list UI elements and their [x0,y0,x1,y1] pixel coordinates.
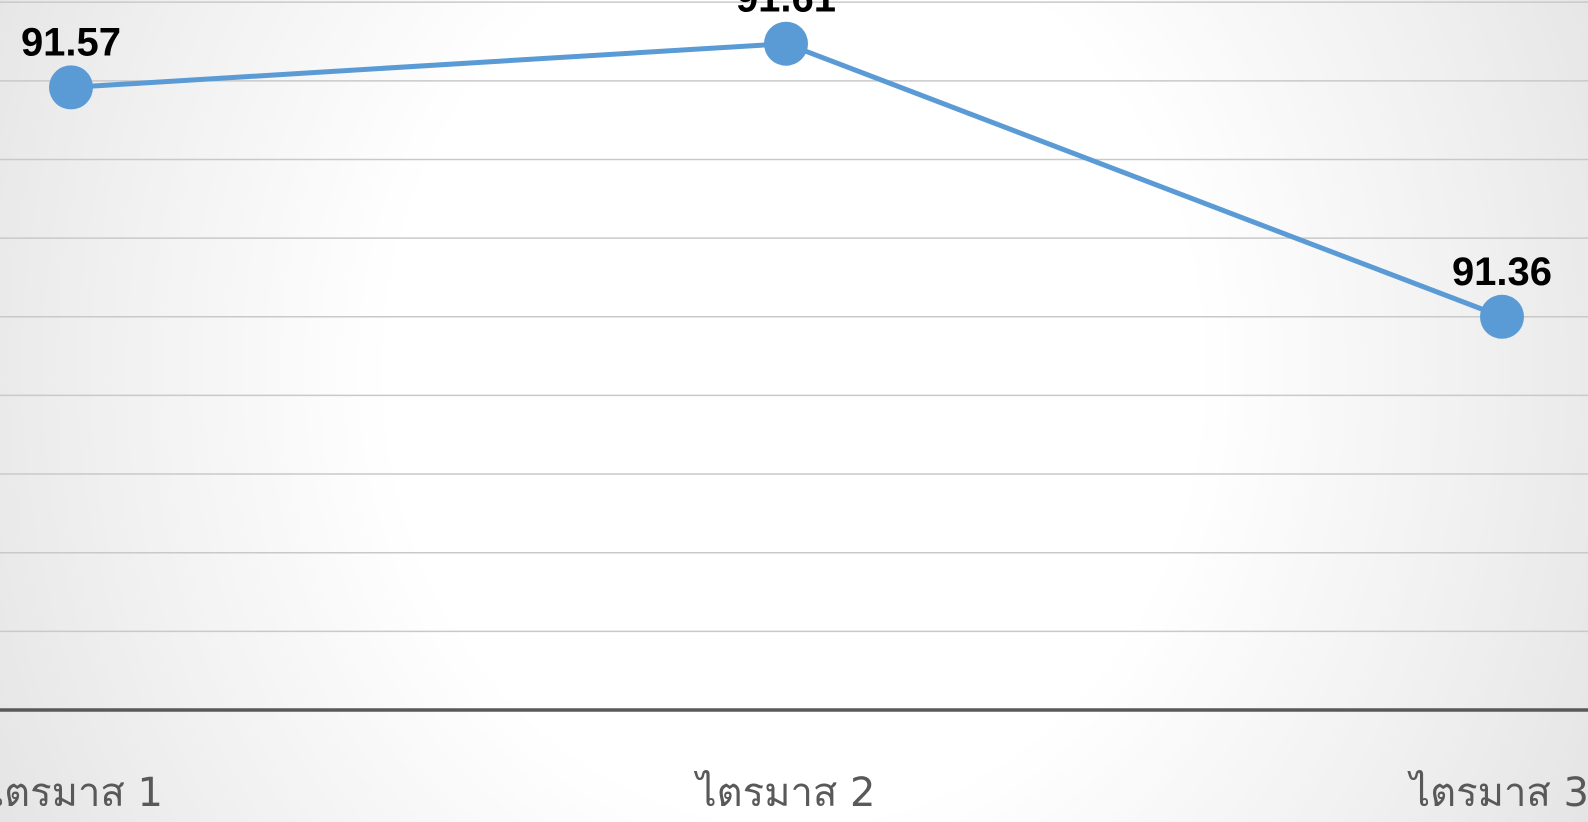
series-group [49,21,1524,339]
data-point-marker [49,65,93,110]
series-line [70,41,1503,320]
x-tick-label: ไตรมาส 2 [694,770,876,816]
x-tick-label: ไตรมาส 3 [1407,770,1588,816]
data-label: 91.61 [736,0,836,21]
x-tick-label: ไตรมาส 1 [0,770,163,816]
data-label: 91.36 [1452,250,1552,294]
data-point-marker [1480,294,1524,339]
data-point-marker [764,21,808,66]
gridlines [0,1,1588,633]
data-labels: 91.57 91.61 91.36 [21,0,1552,294]
x-axis-tick-labels: ไตรมาส 1 ไตรมาส 2 ไตรมาส 3 [0,770,1588,816]
data-label: 91.57 [21,20,121,64]
